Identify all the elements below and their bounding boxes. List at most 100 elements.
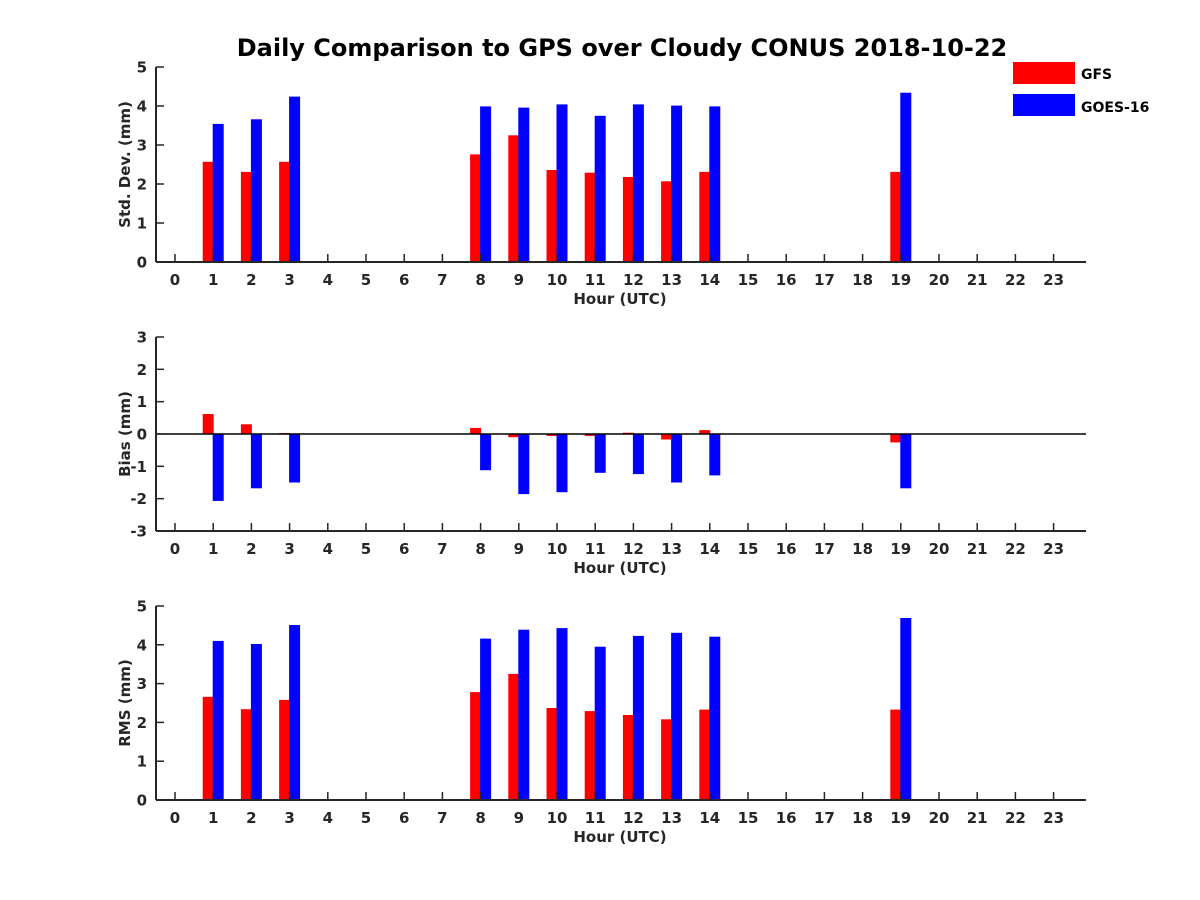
- legend-label-gfs: GFS: [1081, 67, 1112, 83]
- bar-gfs-h9: [508, 673, 520, 800]
- y-tick-label: 5: [137, 59, 147, 77]
- x-tick-label: 2: [246, 271, 256, 289]
- bar-gfs-h10: [546, 708, 558, 800]
- x-tick-label: 19: [890, 271, 911, 289]
- y-tick-label: 3: [137, 329, 147, 347]
- x-tick-label: 7: [437, 271, 447, 289]
- x-tick-label: 22: [1005, 540, 1026, 558]
- bar-gfs-h3: [279, 161, 291, 262]
- x-tick-label: 4: [323, 540, 333, 558]
- bar-goes-16-h14: [709, 434, 721, 476]
- x-tick-label: 14: [699, 809, 720, 827]
- x-tick-label: 5: [361, 540, 371, 558]
- x-tick-label: 16: [776, 540, 797, 558]
- bar-gfs-h13: [661, 181, 673, 262]
- x-tick-label: 22: [1005, 271, 1026, 289]
- x-tick-label: 9: [514, 271, 524, 289]
- x-tick-label: 19: [890, 809, 911, 827]
- bar-goes-16-h2: [250, 644, 262, 800]
- x-tick-label: 10: [547, 809, 568, 827]
- bar-gfs-h9: [508, 135, 520, 263]
- x-tick-label: 9: [514, 809, 524, 827]
- x-tick-label: 18: [852, 540, 873, 558]
- bar-goes-16-h12: [632, 104, 644, 263]
- x-tick-label: 6: [399, 809, 409, 827]
- bar-gfs-h2: [240, 171, 252, 262]
- y-tick-label: 4: [137, 636, 147, 654]
- y-tick-label: -1: [130, 458, 147, 476]
- bar-gfs-h1: [202, 161, 214, 262]
- legend-label-goes16: GOES-16: [1081, 100, 1149, 116]
- x-tick-label: 4: [323, 809, 333, 827]
- bar-gfs-h11: [584, 711, 596, 800]
- x-tick-label: 12: [623, 271, 644, 289]
- bar-goes-16-h13: [671, 105, 683, 262]
- x-tick-label: 0: [170, 271, 180, 289]
- x-tick-label: 1: [208, 809, 218, 827]
- bar-goes-16-h19: [900, 434, 912, 489]
- bar-gfs-h9: [508, 434, 520, 438]
- y-tick-label: 1: [137, 753, 147, 771]
- bar-goes-16-h8: [480, 638, 492, 800]
- x-tick-label: 12: [623, 809, 644, 827]
- x-tick-label: 8: [475, 540, 485, 558]
- bar-gfs-h2: [240, 424, 252, 434]
- x-tick-label: 21: [967, 271, 988, 289]
- x-tick-label: 23: [1043, 540, 1064, 558]
- y-tick-label: 0: [137, 792, 147, 810]
- bar-goes-16-h11: [594, 434, 606, 473]
- bar-goes-16-h9: [518, 629, 530, 800]
- x-tick-label: 3: [284, 271, 294, 289]
- y-tick-label: 0: [137, 254, 147, 272]
- x-tick-label: 15: [738, 271, 759, 289]
- bar-goes-16-h10: [556, 434, 568, 493]
- x-tick-label: 10: [547, 271, 568, 289]
- x-tick-label: 4: [323, 271, 333, 289]
- bar-goes-16-h3: [289, 434, 301, 483]
- y-tick-label: -3: [130, 523, 147, 541]
- x-tick-label: 17: [814, 540, 835, 558]
- y-tick-label: 3: [137, 137, 147, 155]
- bar-goes-16-h19: [900, 618, 912, 800]
- x-tick-label: 16: [776, 809, 797, 827]
- bar-gfs-h1: [202, 696, 214, 800]
- bar-goes-16-h13: [671, 434, 683, 483]
- x-tick-label: 3: [284, 809, 294, 827]
- legend-swatch-goes16: [1013, 94, 1075, 116]
- x-tick-label: 3: [284, 540, 294, 558]
- bar-gfs-h14: [699, 709, 711, 800]
- x-tick-label: 0: [170, 540, 180, 558]
- x-tick-label: 16: [776, 271, 797, 289]
- bar-gfs-h11: [584, 434, 596, 436]
- bar-goes-16-h14: [709, 106, 721, 263]
- x-tick-label: 1: [208, 271, 218, 289]
- bar-gfs-h1: [202, 414, 214, 434]
- x-tick-label: 7: [437, 540, 447, 558]
- x-tick-label: 5: [361, 809, 371, 827]
- x-tick-label: 14: [699, 540, 720, 558]
- x-tick-label: 18: [852, 809, 873, 827]
- bar-goes-16-h9: [518, 107, 530, 262]
- x-tick-label: 13: [661, 271, 682, 289]
- bar-goes-16-h3: [289, 96, 301, 262]
- bar-goes-16-h10: [556, 104, 568, 263]
- bar-goes-16-h8: [480, 434, 492, 471]
- x-tick-label: 15: [738, 809, 759, 827]
- bar-gfs-h11: [584, 172, 596, 262]
- bar-goes-16-h1: [212, 434, 224, 501]
- x-tick-label: 11: [585, 540, 606, 558]
- bar-gfs-h8: [470, 427, 482, 434]
- x-tick-label: 22: [1005, 809, 1026, 827]
- x-tick-label: 17: [814, 809, 835, 827]
- y-axis-label: Bias (mm): [116, 391, 134, 477]
- x-tick-label: 21: [967, 809, 988, 827]
- x-tick-label: 2: [246, 809, 256, 827]
- bar-goes-16-h11: [594, 646, 606, 800]
- x-tick-label: 20: [929, 271, 950, 289]
- x-tick-label: 9: [514, 540, 524, 558]
- y-tick-label: -2: [130, 490, 147, 508]
- bar-goes-16-h3: [289, 625, 301, 800]
- x-tick-label: 21: [967, 540, 988, 558]
- bar-goes-16-h9: [518, 434, 530, 495]
